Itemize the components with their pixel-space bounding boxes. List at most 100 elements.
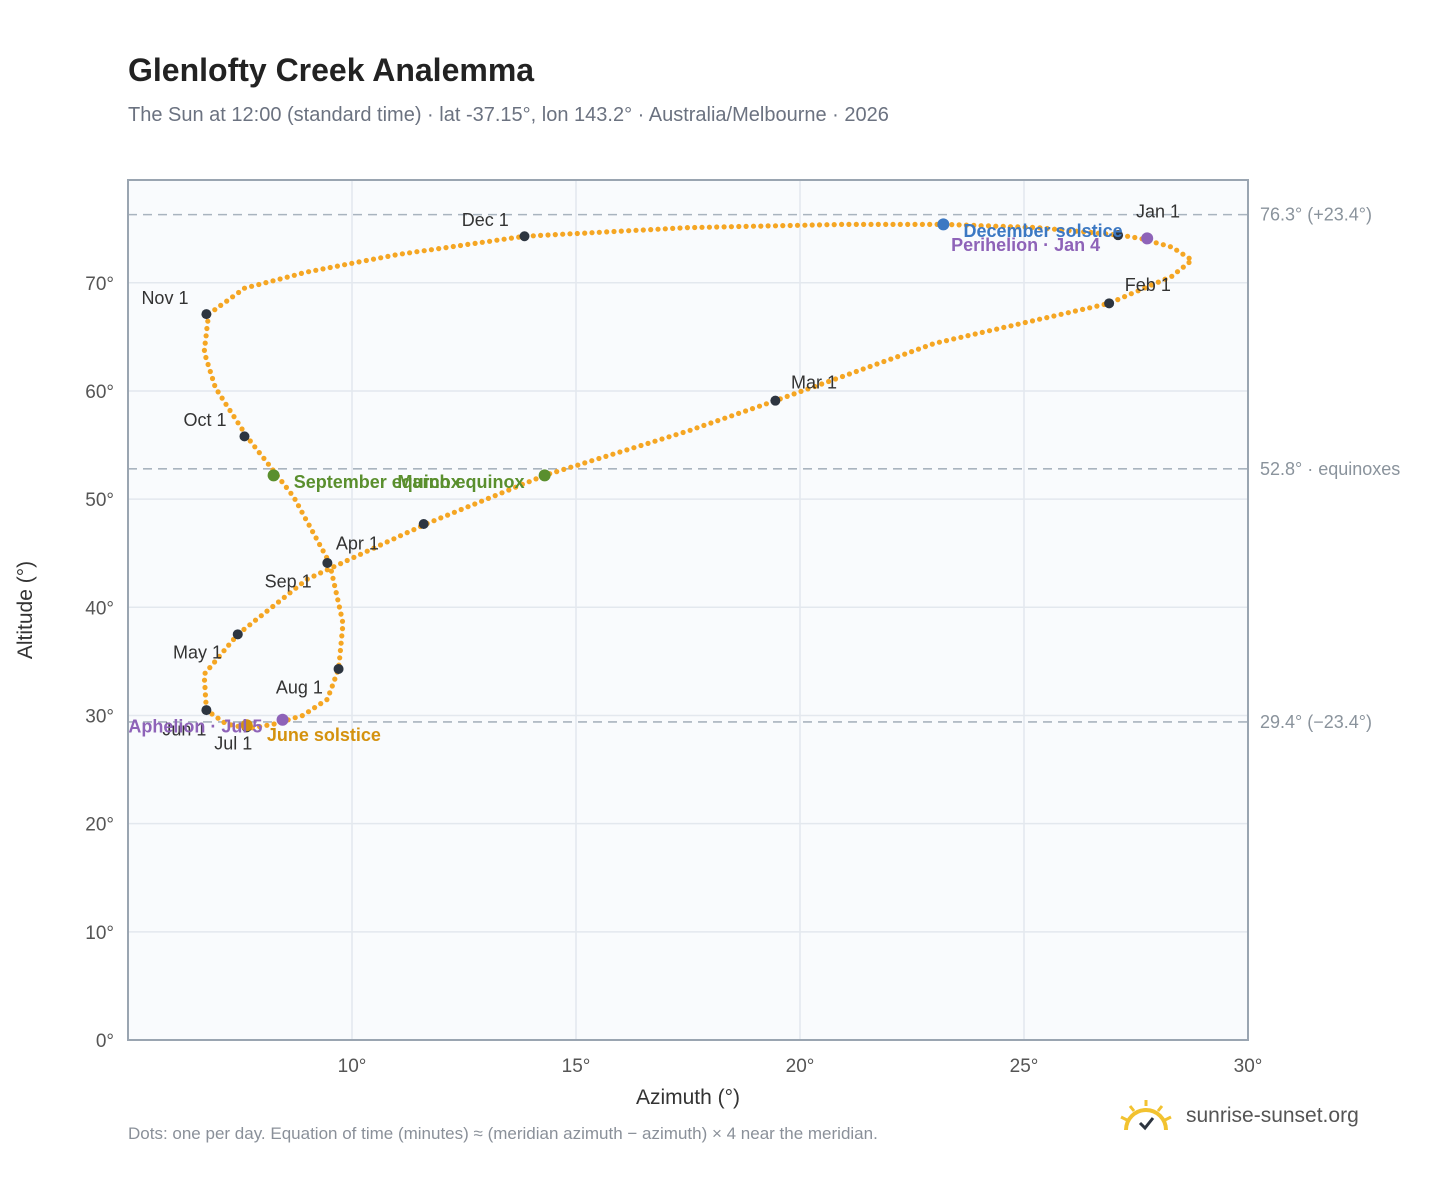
daily-dot [780, 223, 786, 229]
daily-dot [313, 535, 319, 541]
daily-dot [819, 381, 825, 387]
daily-dot [327, 264, 333, 271]
y-tick-label: 0° [96, 1031, 114, 1052]
month-marker [201, 705, 212, 716]
daily-dot [1186, 259, 1192, 266]
daily-dot [809, 222, 815, 228]
daily-dot [652, 438, 658, 444]
daily-dot [794, 222, 801, 228]
daily-dot [736, 410, 742, 416]
daily-dot [648, 227, 654, 233]
daily-dot [874, 361, 880, 367]
daily-dot [356, 259, 362, 265]
daily-dot [228, 722, 234, 728]
event-label: June solstice [267, 725, 381, 745]
month-label: Nov 1 [141, 288, 188, 308]
event-marker [267, 469, 280, 482]
daily-dot [226, 642, 232, 648]
event-label: March equinox [397, 472, 524, 492]
daily-dot [1000, 223, 1006, 229]
daily-dot [986, 328, 993, 334]
daily-dot [201, 347, 207, 353]
daily-dot [392, 252, 398, 258]
daily-dot [252, 617, 259, 623]
daily-dot [1073, 228, 1079, 234]
daily-dot [965, 333, 971, 339]
daily-dot [333, 590, 339, 596]
daily-dot [212, 307, 218, 313]
daily-dot [247, 622, 253, 628]
daily-dot [1007, 224, 1014, 230]
daily-dot [526, 479, 532, 485]
daily-dot [1186, 255, 1192, 261]
daily-dot [684, 225, 691, 231]
daily-dot [411, 527, 417, 533]
daily-dot [951, 336, 957, 342]
daily-dot [227, 407, 233, 414]
daily-dot [881, 358, 887, 365]
daily-dot [604, 229, 610, 235]
daily-dot [846, 221, 852, 227]
daily-dot [404, 530, 410, 536]
daily-dot [438, 515, 444, 521]
daily-dot [1058, 311, 1064, 317]
daily-dot [596, 455, 602, 462]
daily-dot [659, 436, 665, 442]
daily-dot [283, 484, 289, 490]
daily-dot [292, 715, 298, 721]
y-tick-label: 10° [85, 923, 114, 944]
daily-dot [1044, 225, 1050, 232]
daily-dot [235, 420, 241, 426]
daily-dot [1029, 318, 1036, 324]
month-label: Jan 1 [1136, 201, 1180, 221]
daily-dot [868, 221, 874, 227]
daily-dot [677, 225, 683, 231]
daily-dot [1080, 306, 1086, 312]
daily-dot [575, 462, 581, 468]
daily-dot [763, 401, 770, 407]
daily-dot [445, 512, 451, 518]
daily-dot [288, 490, 294, 496]
daily-dot [370, 256, 377, 262]
daily-dot [317, 541, 323, 548]
month-marker [418, 519, 429, 529]
daily-dot [279, 479, 285, 485]
daily-dot [1180, 264, 1186, 270]
x-tick-label: 15° [562, 1056, 591, 1077]
daily-dot [729, 413, 735, 419]
daily-dot [1051, 226, 1058, 232]
daily-dot [708, 420, 714, 426]
daily-dot [1128, 291, 1134, 297]
daily-dot [335, 597, 341, 603]
daily-dot [299, 713, 305, 719]
daily-dot [339, 626, 346, 632]
daily-dot [256, 450, 262, 456]
daily-dot [338, 640, 344, 646]
daily-dot [270, 278, 276, 284]
daily-dot [1122, 294, 1128, 300]
daily-dot [715, 418, 721, 424]
daily-dot [304, 576, 310, 582]
daily-dot [487, 238, 493, 244]
daily-dot [1153, 240, 1159, 246]
daily-dot [506, 487, 512, 493]
daily-dot [436, 246, 442, 252]
reference-lines: 76.3° (+23.4°) 52.8° · equinoxes 29.4° (−2… [128, 205, 1400, 732]
daily-dot [508, 235, 514, 241]
daily-dot [750, 223, 757, 229]
daily-dot [207, 665, 213, 671]
daily-dot [706, 224, 713, 230]
month-label: Mar 1 [791, 372, 837, 392]
daily-dot [292, 496, 298, 502]
daily-dot [384, 539, 390, 545]
daily-dot [1081, 229, 1087, 235]
daily-dot [596, 229, 602, 235]
daily-dot [230, 294, 236, 300]
daily-dot [552, 232, 558, 238]
daily-dot [530, 233, 536, 239]
reference-line-label: 76.3° (+23.4°) [1260, 205, 1372, 225]
event-marker [1141, 232, 1154, 245]
daily-dot [465, 504, 471, 510]
brand[interactable]: sunrise-sunset.org [1118, 1100, 1359, 1132]
y-axis-title: Altitude (°) [14, 561, 37, 659]
